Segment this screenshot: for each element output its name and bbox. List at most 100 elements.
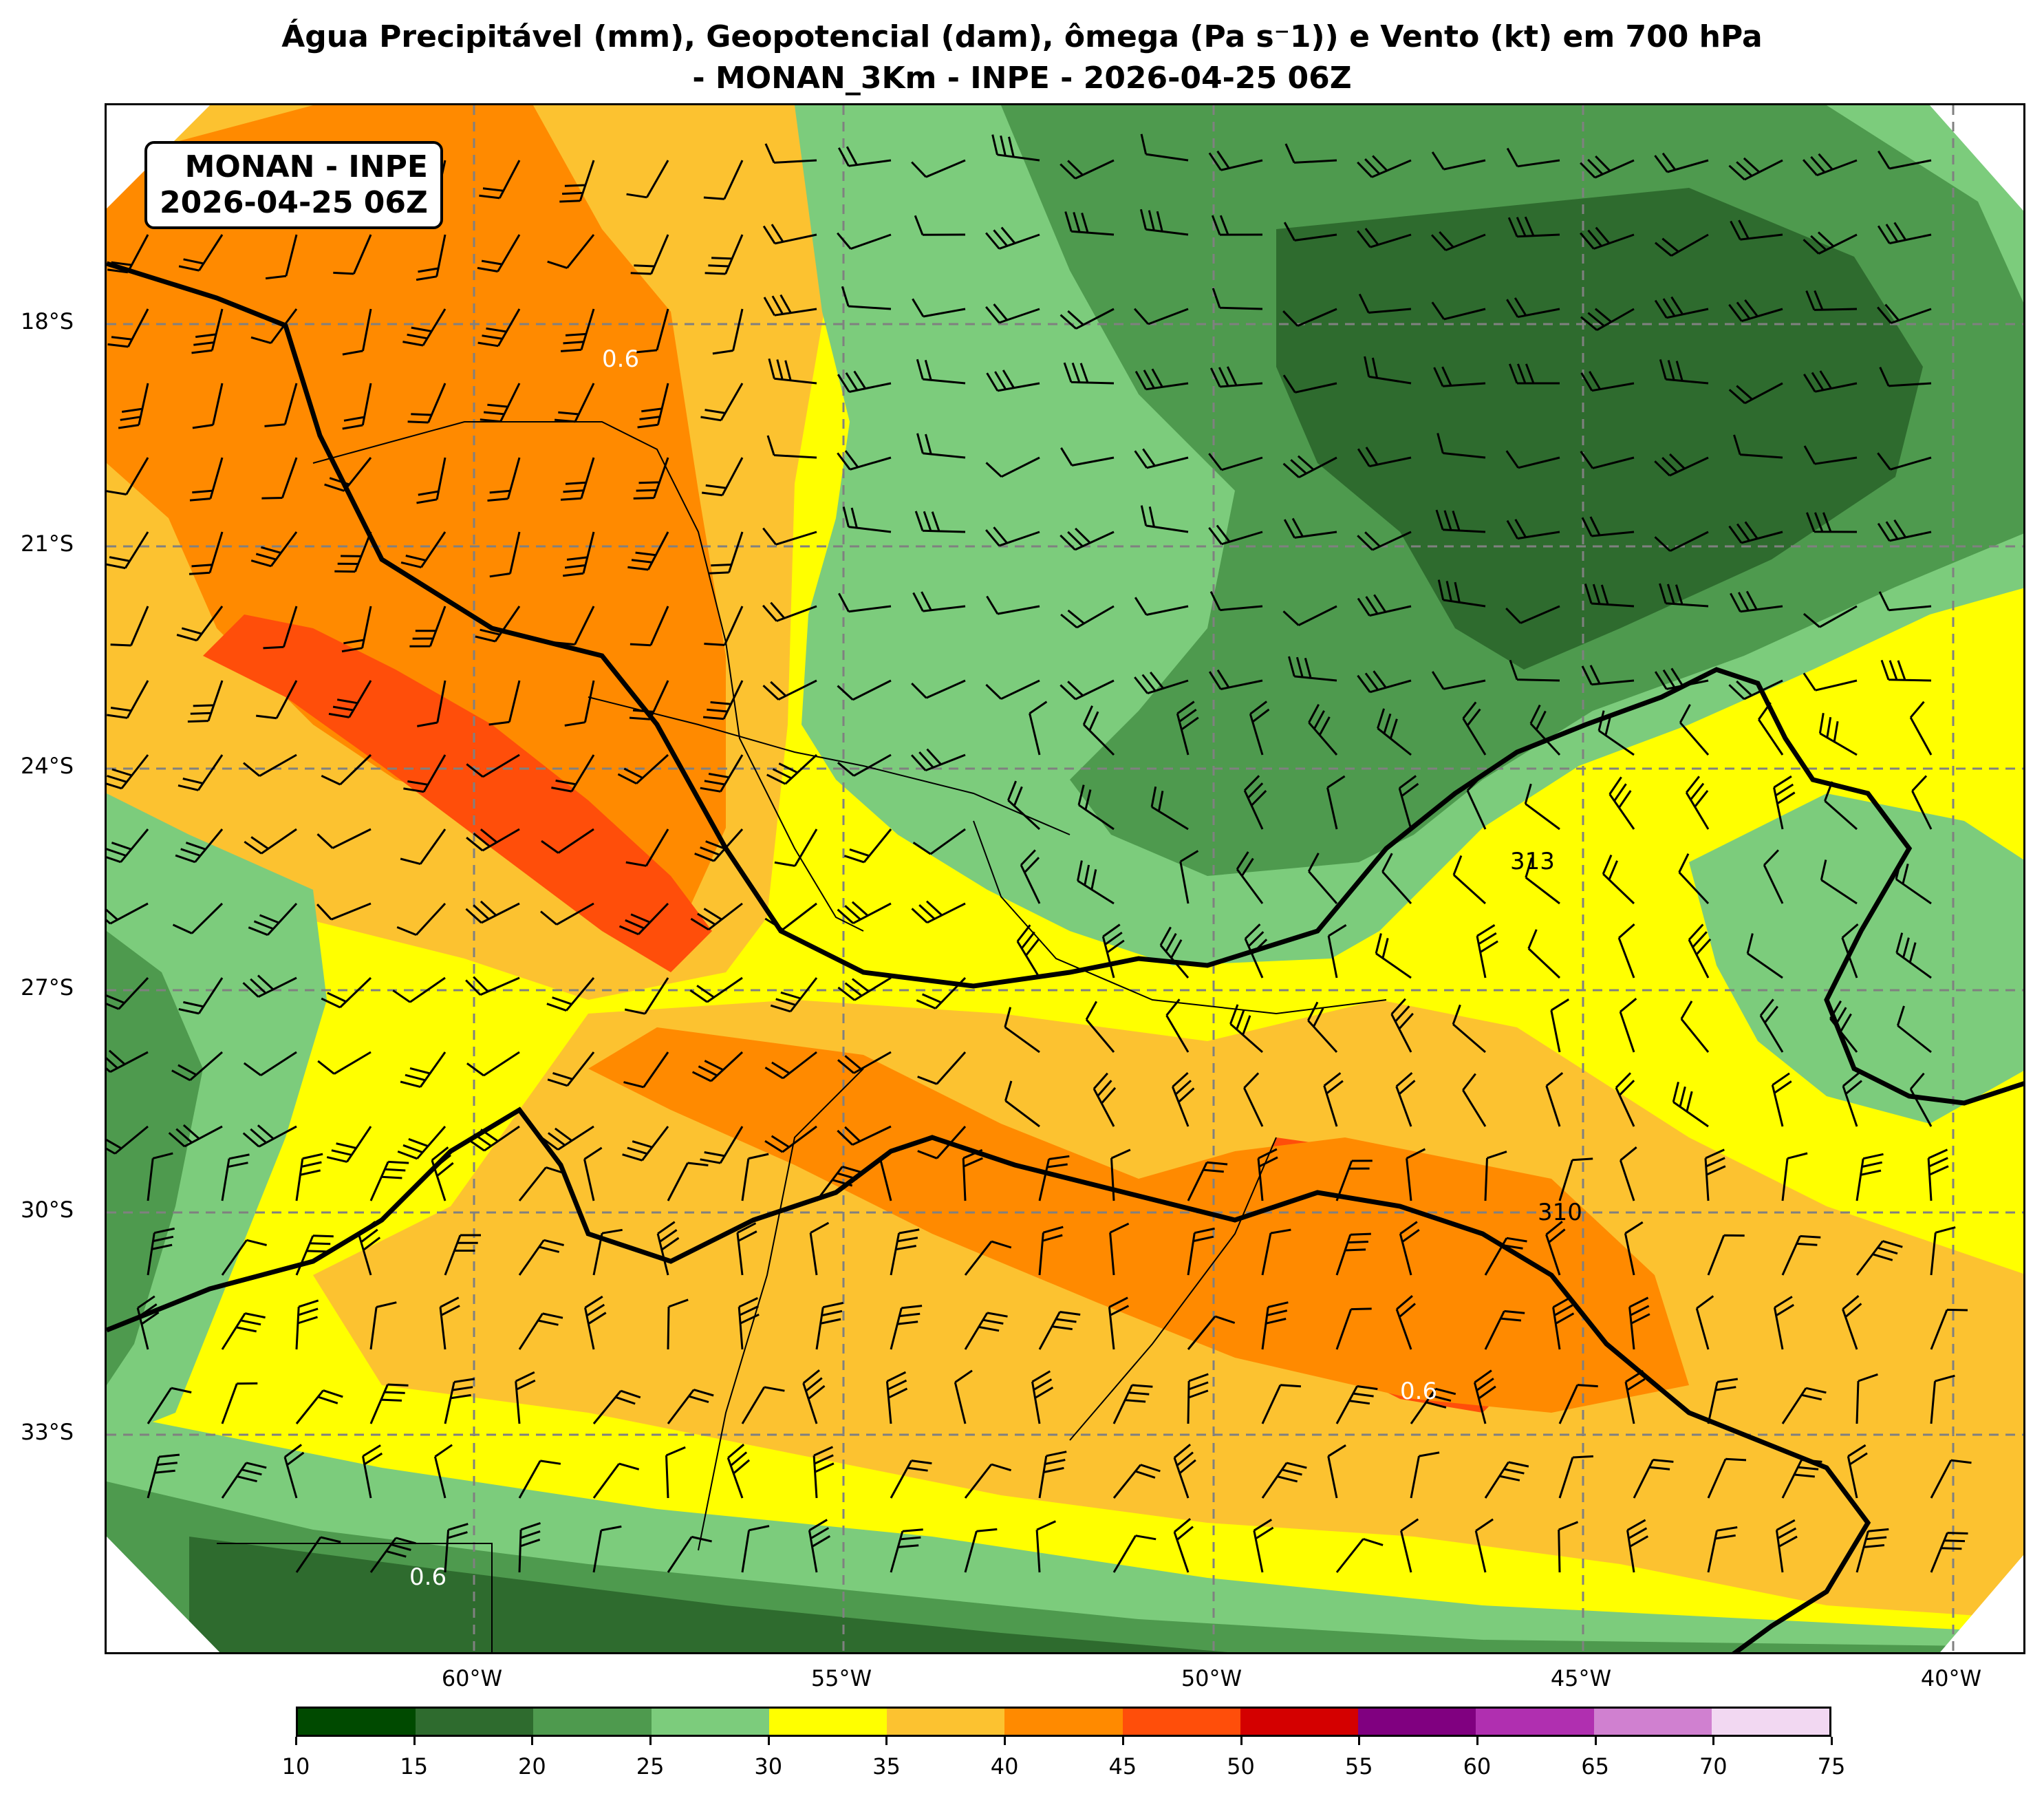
wind-barb (1109, 1222, 1130, 1276)
wind-barb (1580, 451, 1635, 469)
wind-barb (1108, 1296, 1130, 1350)
wind-barb (1288, 656, 1337, 682)
lon-label-50w: 50°W (1181, 1665, 1242, 1691)
wind-barb (991, 134, 1040, 162)
wind-barb (1431, 671, 1486, 690)
contour-label: 0.6 (602, 345, 639, 373)
wind-barb (1927, 1148, 1949, 1201)
wind-barb (171, 1051, 223, 1082)
wind-barb (985, 456, 1040, 478)
wind-barb (1253, 1519, 1274, 1573)
pw-band-green-west (107, 793, 327, 1440)
wind-barb (694, 828, 744, 862)
wind-barb (1484, 1151, 1507, 1201)
wind-barb (1659, 583, 1709, 608)
colorbar-tick-label: 15 (400, 1753, 429, 1779)
wind-barb (1552, 1296, 1575, 1350)
wind-barb (1895, 932, 1932, 979)
wind-barb (985, 303, 1040, 324)
wind-barb (1059, 308, 1115, 330)
wind-barb (592, 1228, 623, 1276)
colorbar-tick (885, 1737, 888, 1745)
wind-barb (911, 900, 966, 924)
wind-barb (1730, 590, 1783, 613)
wind-barb (1093, 1072, 1117, 1127)
wind-barb (110, 606, 149, 647)
wind-barb (1615, 1072, 1635, 1127)
wind-barb (489, 531, 521, 578)
wind-barb (402, 308, 447, 347)
wind-barb (283, 1444, 305, 1499)
wind-barb (1771, 1072, 1792, 1127)
wind-barb (1452, 855, 1487, 905)
wind-barb (704, 606, 744, 646)
wind-barb (518, 1239, 564, 1276)
wind-barb (1335, 1385, 1378, 1424)
wind-barb (986, 370, 1040, 392)
wind-barb (369, 1301, 397, 1350)
colorbar-box (887, 1709, 1005, 1735)
wind-barb (741, 1386, 785, 1424)
wind-barb (400, 531, 447, 568)
wind-barb (1395, 1071, 1416, 1127)
wind-barb (518, 1166, 566, 1201)
stamp-model-name: MONAN - INPE (184, 149, 428, 184)
wind-barb (242, 974, 297, 998)
wind-barb (1257, 1148, 1278, 1201)
wind-barb (1004, 1080, 1040, 1128)
wind-barb (1773, 1296, 1794, 1350)
wind-barb (837, 901, 892, 925)
wind-barb (890, 1459, 932, 1499)
wind-barb (843, 828, 892, 864)
wind-barb (1707, 1526, 1738, 1573)
wind-barb (1878, 591, 1932, 612)
wind-barb (1803, 605, 1858, 628)
wind-barb (480, 383, 521, 423)
wind-barb (1484, 1237, 1527, 1276)
contour-label: 0.6 (1400, 1378, 1437, 1405)
wind-barb (1187, 1227, 1215, 1276)
wind-barb (221, 1462, 267, 1499)
wind-barb (1763, 849, 1784, 904)
colorbar-tick (295, 1737, 297, 1745)
wind-barb (1877, 519, 1932, 542)
lat-label-18s: 18°S (21, 308, 74, 334)
wind-barb (1283, 517, 1337, 539)
heavy-contours (107, 261, 2023, 1652)
wind-barb (1063, 362, 1115, 385)
wind-barb (1474, 1518, 1494, 1573)
wind-barb (1282, 455, 1337, 479)
wind-barb (1244, 923, 1268, 979)
wind-barb (1878, 150, 1932, 170)
wind-barb (221, 1312, 266, 1350)
wind-barb (1728, 679, 1783, 701)
wind-barb (1619, 1146, 1637, 1201)
wind-barb (1672, 1082, 1709, 1128)
precipitable-water-fill (107, 105, 2023, 1652)
wind-barb (962, 1148, 983, 1201)
wind-barb (444, 1378, 475, 1424)
wind-barb (1505, 605, 1560, 624)
wind-barb (1357, 228, 1412, 248)
colorbar-tick-label: 70 (1699, 1753, 1728, 1779)
colorbar-box (1476, 1709, 1594, 1735)
wind-barb (1159, 926, 1190, 979)
wind-barb (1085, 1001, 1115, 1053)
wind-barb (592, 1389, 641, 1424)
wind-barb (1679, 704, 1710, 756)
wind-barb (107, 457, 149, 495)
wind-barb (1437, 579, 1486, 608)
wind-barb (189, 457, 224, 502)
wind-barb (417, 680, 447, 727)
wind-barb (1802, 153, 1858, 177)
colorbar-tick-label: 30 (754, 1753, 783, 1779)
colorbar-tick-label: 50 (1227, 1753, 1255, 1779)
wind-barb (466, 1125, 520, 1152)
wind-barb (1212, 288, 1263, 310)
wind-barb (369, 1383, 409, 1424)
wind-barb (1326, 775, 1346, 830)
wind-barb (1398, 775, 1419, 830)
wind-barb (1208, 453, 1263, 471)
wind-barb (107, 1125, 149, 1155)
wind-barb (624, 977, 669, 1015)
